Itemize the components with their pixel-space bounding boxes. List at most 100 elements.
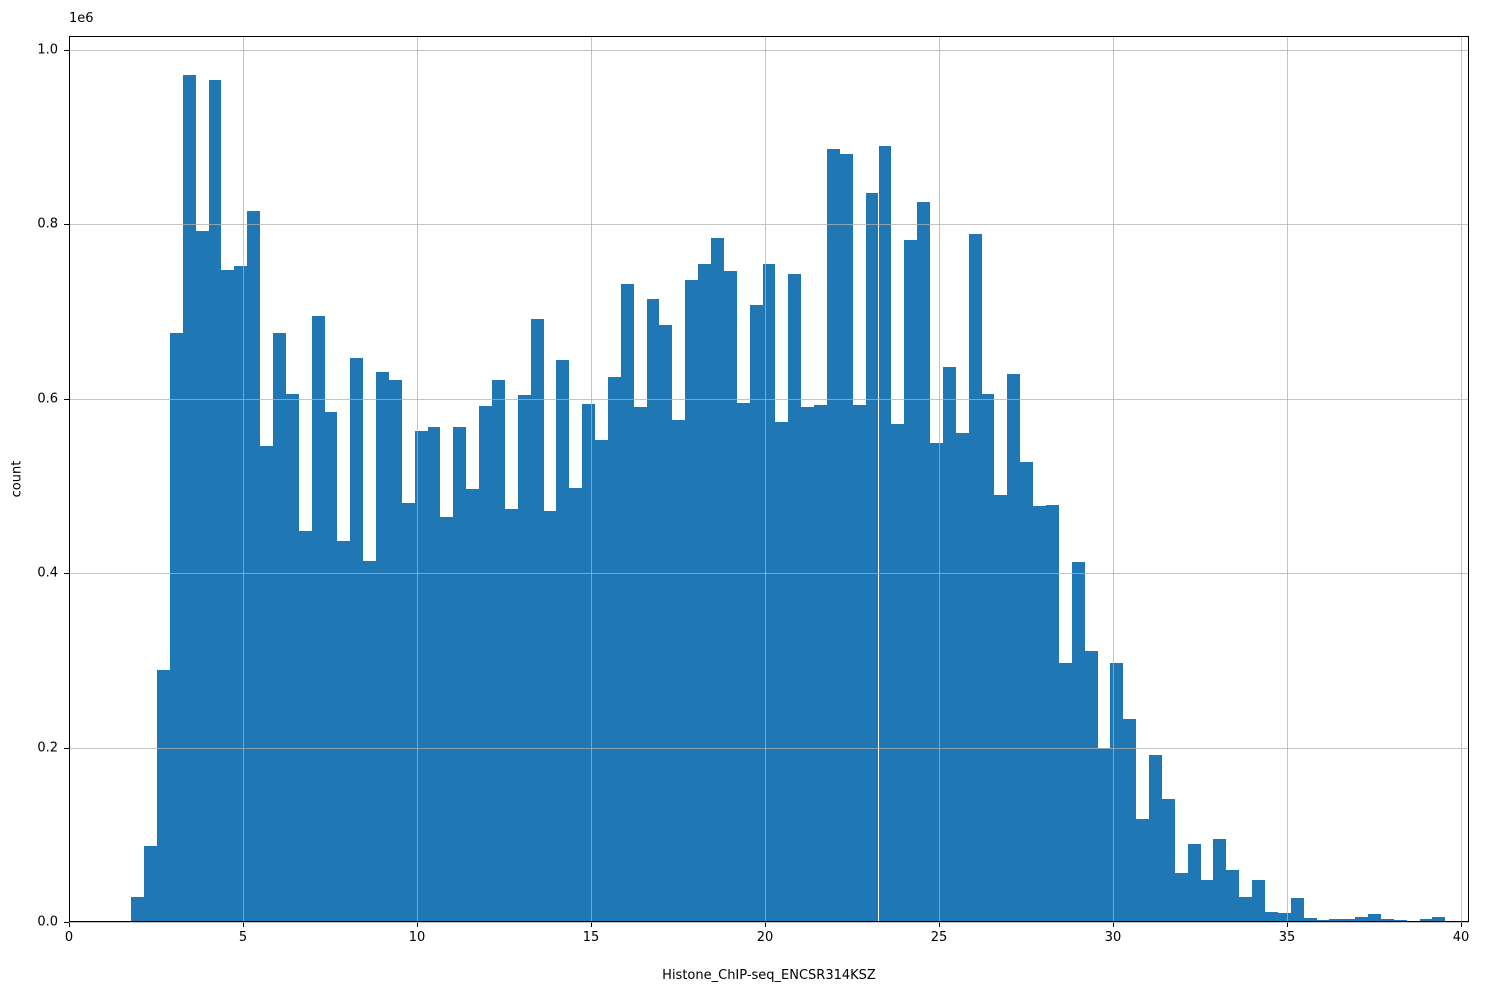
gridline-x — [1286, 36, 1288, 922]
histogram-bar — [659, 324, 673, 922]
y-axis-label: count — [9, 460, 25, 498]
gridline-y — [69, 224, 1469, 226]
histogram-bar — [736, 403, 750, 922]
histogram-bar — [595, 439, 608, 922]
histogram-bar — [646, 298, 660, 922]
histogram-bar — [1187, 843, 1201, 922]
y-tick-label: 0.8 — [37, 216, 58, 232]
histogram-bar — [917, 201, 931, 922]
histogram-bar — [388, 379, 402, 922]
histogram-bar — [1329, 919, 1343, 922]
gridline-x — [764, 36, 766, 922]
x-tick-mark — [1112, 922, 1114, 927]
histogram-bar — [273, 333, 286, 922]
histogram-bar — [968, 233, 982, 922]
gridline-y — [69, 398, 1469, 400]
x-tick-mark — [242, 922, 244, 927]
gridline-y — [69, 573, 1469, 575]
histogram-bar — [169, 333, 183, 922]
histogram-bar — [801, 406, 815, 922]
histogram-bar — [672, 419, 686, 922]
histogram-bar — [814, 404, 827, 922]
histogram-bar — [1149, 755, 1162, 922]
histogram-bar — [839, 153, 853, 922]
gridline-y — [69, 922, 1469, 923]
x-axis-label: Histone_ChIP-seq_ENCSR314KSZ — [662, 968, 876, 983]
histogram-bar — [1020, 461, 1034, 922]
histogram-bar — [633, 406, 647, 922]
histogram-bar — [852, 404, 866, 922]
histogram-bar — [1303, 917, 1317, 922]
histogram-bar — [878, 145, 892, 922]
histogram-bar — [1071, 561, 1085, 922]
gridline-x — [69, 36, 70, 922]
histogram-bar — [1277, 913, 1291, 922]
x-tick-label: 40 — [1452, 930, 1470, 945]
x-tick-mark — [69, 922, 70, 927]
x-tick-label: 5 — [238, 930, 248, 945]
gridline-y — [69, 747, 1469, 749]
histogram-bar — [994, 494, 1008, 922]
histogram-bar — [504, 508, 518, 922]
histogram-bar — [865, 192, 879, 922]
x-tick-mark — [764, 922, 766, 927]
histogram-bar — [157, 669, 170, 922]
x-tick-label: 0 — [64, 930, 74, 945]
histogram-bar — [1213, 839, 1227, 922]
histogram-bar — [1174, 873, 1188, 922]
histogram-bar — [182, 75, 196, 922]
histogram-bar — [1239, 896, 1253, 922]
histogram-bar — [1368, 914, 1381, 922]
histogram-bar — [350, 357, 364, 922]
histogram-bar — [466, 489, 480, 922]
histogram-bar — [195, 231, 209, 922]
histogram-bar — [1264, 911, 1278, 922]
gridline-x — [1460, 36, 1462, 922]
x-tick-label: 10 — [408, 930, 426, 945]
histogram-bar — [1380, 918, 1394, 922]
histogram-bar — [440, 516, 454, 922]
histogram-bar — [620, 283, 634, 922]
y-tick-label: 0.2 — [37, 740, 58, 756]
histogram-bar — [131, 896, 145, 922]
histogram-bar — [981, 393, 995, 922]
y-tick-mark — [64, 224, 69, 226]
x-tick-mark — [1460, 922, 1462, 927]
gridline-x — [242, 36, 244, 922]
y-tick-mark — [64, 922, 69, 923]
x-tick-label: 25 — [930, 930, 948, 945]
y-tick-label: 0.0 — [37, 914, 58, 930]
histogram-bar — [247, 211, 261, 922]
histogram-bar — [208, 79, 222, 922]
histogram-bar — [479, 405, 492, 922]
y-tick-mark — [64, 573, 69, 575]
histogram-bar — [337, 540, 351, 922]
histogram-bar — [826, 148, 840, 922]
gridline-x — [416, 36, 418, 922]
histogram-bar — [1097, 747, 1111, 922]
y-tick-label: 1.0 — [37, 42, 58, 58]
histogram-bar — [569, 487, 583, 922]
gridline-x — [590, 36, 592, 922]
histogram-bar — [1123, 718, 1137, 922]
histogram-bar — [1226, 869, 1240, 922]
histogram-bar — [492, 379, 505, 922]
histogram-bar — [363, 560, 377, 922]
y-axis-offset-label: 1e6 — [69, 11, 94, 26]
histogram-bar — [1084, 650, 1098, 922]
histogram-bar — [1200, 880, 1214, 922]
histogram-bar — [285, 394, 299, 922]
histogram-bar — [1432, 916, 1446, 922]
gridline-y — [69, 49, 1469, 51]
x-tick-label: 15 — [582, 930, 600, 945]
histogram-bar — [955, 432, 969, 922]
y-tick-mark — [64, 747, 69, 749]
histogram-bar — [891, 424, 905, 922]
histogram-bar — [1419, 919, 1433, 922]
histogram-bar — [607, 376, 621, 922]
y-tick-mark — [64, 49, 69, 51]
histogram-bar — [1136, 819, 1150, 922]
y-tick-label: 0.6 — [37, 391, 58, 407]
x-tick-mark — [416, 922, 418, 927]
